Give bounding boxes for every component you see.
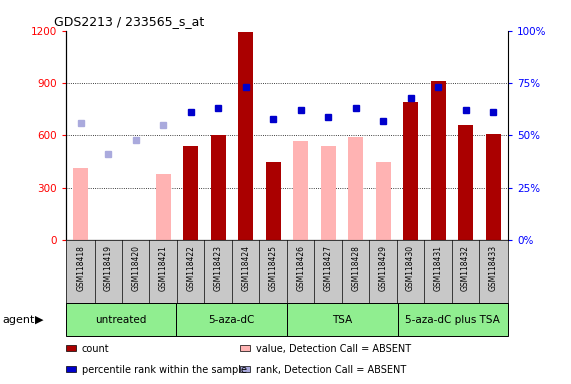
Text: GSM118429: GSM118429 xyxy=(379,245,388,291)
Text: GSM118419: GSM118419 xyxy=(104,245,112,291)
Text: count: count xyxy=(82,344,109,354)
Bar xyxy=(397,303,508,336)
Bar xyxy=(458,125,473,240)
Text: percentile rank within the sample: percentile rank within the sample xyxy=(82,365,247,375)
Bar xyxy=(348,137,363,240)
Bar xyxy=(66,303,176,336)
Bar xyxy=(266,162,281,240)
Text: ▶: ▶ xyxy=(35,314,44,325)
Text: GSM118418: GSM118418 xyxy=(77,245,85,291)
Bar xyxy=(287,303,397,336)
Bar xyxy=(238,33,254,240)
Bar xyxy=(431,81,445,240)
Text: GSM118424: GSM118424 xyxy=(241,245,250,291)
Text: GSM118431: GSM118431 xyxy=(433,245,443,291)
Text: 5-aza-dC: 5-aza-dC xyxy=(208,314,255,325)
Text: value, Detection Call = ABSENT: value, Detection Call = ABSENT xyxy=(256,344,411,354)
Text: GSM118422: GSM118422 xyxy=(186,245,195,291)
Text: GSM118421: GSM118421 xyxy=(159,245,168,291)
Text: GSM118423: GSM118423 xyxy=(214,245,223,291)
Text: GSM118430: GSM118430 xyxy=(406,245,415,291)
Text: GSM118427: GSM118427 xyxy=(324,245,333,291)
Bar xyxy=(211,136,226,240)
Bar xyxy=(293,141,308,240)
Text: 5-aza-dC plus TSA: 5-aza-dC plus TSA xyxy=(405,314,500,325)
Bar xyxy=(376,162,391,240)
Text: rank, Detection Call = ABSENT: rank, Detection Call = ABSENT xyxy=(256,365,406,375)
Text: GSM118433: GSM118433 xyxy=(489,245,497,291)
Text: untreated: untreated xyxy=(95,314,147,325)
Text: GSM118420: GSM118420 xyxy=(131,245,140,291)
Bar xyxy=(403,102,418,240)
Text: GSM118432: GSM118432 xyxy=(461,245,470,291)
Bar xyxy=(320,146,336,240)
Text: GSM118426: GSM118426 xyxy=(296,245,305,291)
Bar xyxy=(176,303,287,336)
Bar xyxy=(183,146,198,240)
Text: GSM118425: GSM118425 xyxy=(269,245,278,291)
Text: GSM118428: GSM118428 xyxy=(351,245,360,291)
Bar xyxy=(73,169,89,240)
Bar xyxy=(156,174,171,240)
Text: GDS2213 / 233565_s_at: GDS2213 / 233565_s_at xyxy=(54,15,204,28)
Text: TSA: TSA xyxy=(332,314,352,325)
Text: agent: agent xyxy=(3,314,35,325)
Bar xyxy=(485,134,501,240)
